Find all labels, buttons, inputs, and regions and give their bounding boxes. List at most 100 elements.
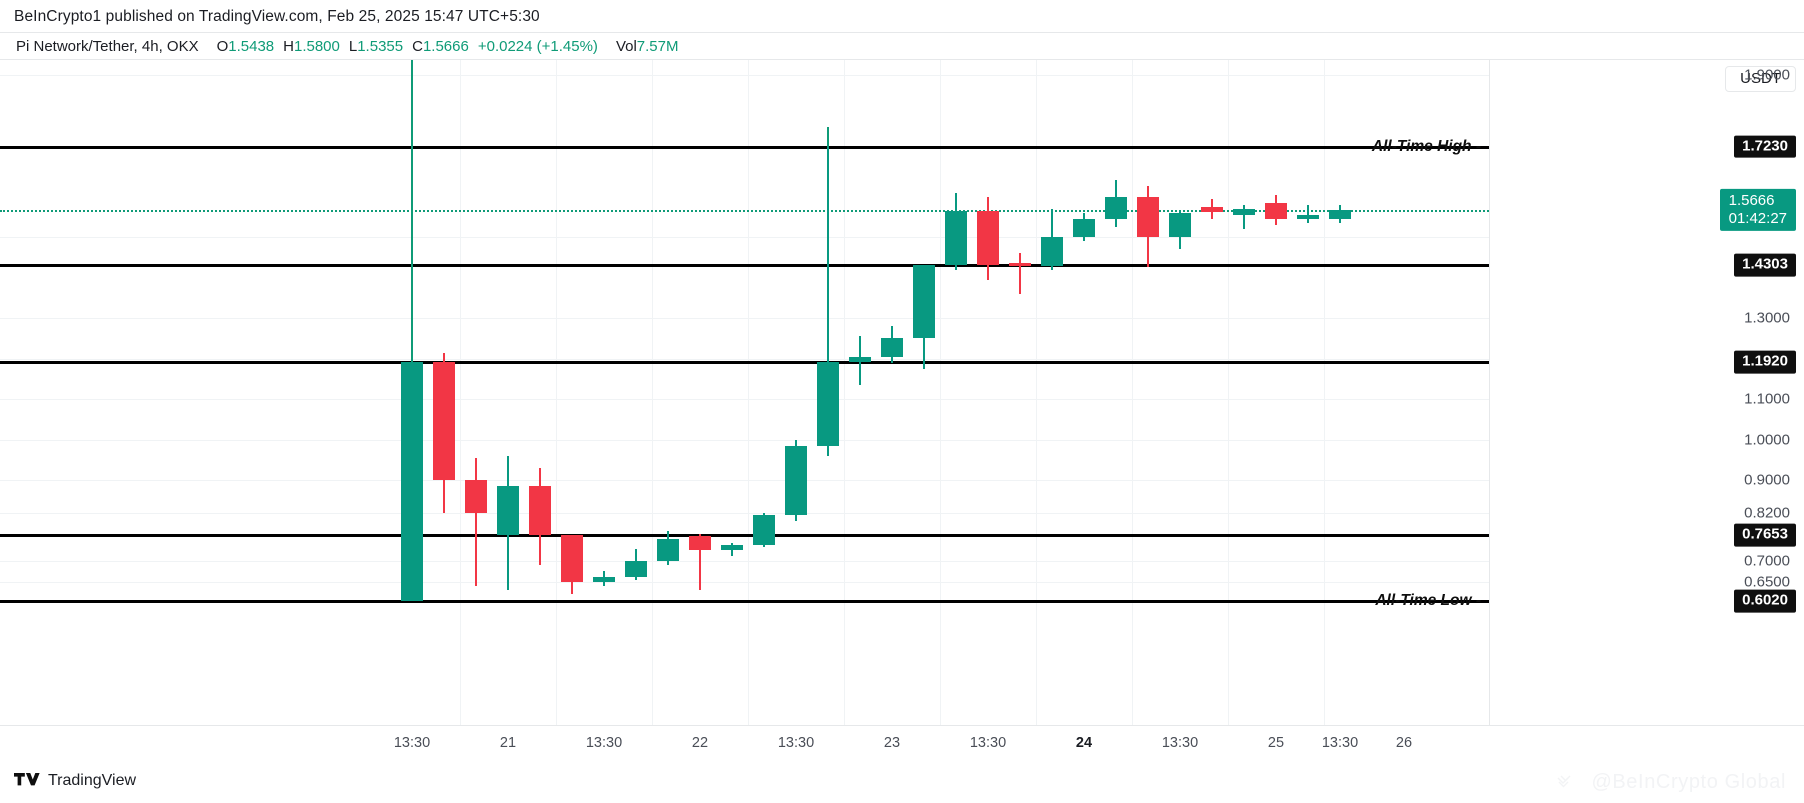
candlestick[interactable] [1105, 180, 1127, 227]
candlestick[interactable] [977, 196, 999, 280]
legend-close-key: C [412, 38, 423, 55]
candlestick[interactable] [433, 352, 455, 513]
time-tick-label: 13:30 [585, 735, 623, 751]
candle-body [1329, 210, 1351, 220]
candlestick[interactable] [849, 336, 871, 385]
time-tick-label: 25 [1267, 735, 1285, 751]
legend-volume-value: 7.57M [636, 38, 679, 55]
price-level-line[interactable] [0, 145, 1489, 149]
candlestick[interactable] [1329, 204, 1351, 223]
candlestick[interactable] [401, 361, 423, 601]
candlestick[interactable] [529, 468, 551, 566]
price-axis[interactable]: USDT 1.9000 1.3000 1.1000 1.0000 0.9000 0.820… [1489, 60, 1804, 725]
legend-change: +0.0224 (+1.45%) [477, 38, 598, 55]
current-price-badge[interactable]: 1.5666 01:42:27 [1719, 188, 1796, 232]
price-level-line[interactable] [0, 264, 1489, 268]
candle-wick [1019, 253, 1021, 294]
candlestick[interactable] [1041, 208, 1063, 270]
candlestick[interactable] [945, 192, 967, 270]
price-tick-label: 1.1000 [1744, 390, 1790, 408]
time-tick-label: 13:30 [777, 735, 815, 751]
time-tick-label: 13:30 [969, 735, 1007, 751]
time-tick-label: 22 [691, 735, 709, 751]
candlestick[interactable] [785, 439, 807, 521]
tradingview-brand[interactable]: TradingView [14, 772, 136, 790]
grid-line-horizontal [0, 512, 1489, 514]
price-level-badge[interactable]: 1.1920 [1734, 350, 1796, 374]
candlestick[interactable] [561, 534, 583, 594]
candle-body [497, 486, 519, 535]
candle-body [465, 480, 487, 513]
legend-open-key: O [216, 38, 229, 55]
candle-body [1009, 263, 1031, 267]
price-tick-label: 0.8200 [1744, 504, 1790, 522]
legend-symbol[interactable]: Pi Network/Tether, 4h, OKX [16, 38, 199, 55]
candlestick[interactable] [881, 326, 903, 363]
candlestick[interactable] [1137, 186, 1159, 268]
grid-line-horizontal [0, 318, 1489, 320]
bar-countdown: 01:42:27 [1728, 209, 1787, 227]
grid-line-vertical [844, 60, 845, 725]
candle-wick [475, 457, 477, 586]
candle-body [1169, 212, 1191, 238]
candle-body [1201, 206, 1223, 212]
candle-high-marker [411, 60, 413, 362]
candlestick[interactable] [1297, 204, 1319, 223]
candle-wick [699, 533, 701, 591]
price-tick-label: 0.9000 [1744, 471, 1790, 489]
price-tick-label: 1.9000 [1744, 66, 1790, 84]
candlestick[interactable] [913, 265, 935, 369]
chart-plot-area[interactable]: All-Time High - All-Time Low - [0, 60, 1489, 725]
legend-low-key: L [348, 38, 358, 55]
grid-line-horizontal [0, 358, 1489, 360]
price-level-line[interactable] [0, 600, 1489, 603]
price-level-badge[interactable]: 1.7230 [1734, 135, 1796, 159]
grid-line-horizontal [0, 75, 1489, 76]
beincrypto-logo-icon [1557, 775, 1571, 787]
price-tick-label: 1.3000 [1744, 309, 1790, 327]
time-tick-label: 13:30 [1321, 735, 1359, 751]
candlestick[interactable] [1073, 212, 1095, 242]
candlestick[interactable] [1009, 253, 1031, 294]
legend-open-value: 1.5438 [228, 38, 275, 55]
time-tick-label: 21 [499, 735, 517, 751]
candlestick[interactable] [1233, 204, 1255, 229]
candlestick[interactable] [657, 530, 679, 566]
price-level-badge[interactable]: 1.4303 [1734, 253, 1796, 277]
price-tick-label: 0.6500 [1744, 573, 1790, 591]
candle-body [945, 210, 967, 266]
legend-volume-key: Vol [615, 38, 637, 55]
publisher-line: BeInCrypto1 published on TradingView.com… [14, 8, 540, 25]
current-price-value: 1.5666 [1728, 191, 1775, 209]
candle-body [913, 265, 935, 339]
chart-legend-bar: Pi Network/Tether, 4h, OKX O1.5438 H1.5800… [0, 32, 1804, 60]
candlestick[interactable] [1265, 194, 1287, 225]
currency-badge[interactable]: USDT [1725, 66, 1796, 92]
candle-body [1041, 237, 1063, 267]
grid-line-horizontal [0, 399, 1489, 401]
candlestick[interactable] [1201, 198, 1223, 219]
candlestick[interactable] [817, 146, 839, 456]
candlestick[interactable] [593, 571, 615, 587]
candlestick[interactable] [721, 543, 743, 557]
price-level-line[interactable] [0, 360, 1489, 364]
time-axis[interactable]: 13:30 21 13:30 22 13:30 23 13:30 24 13:30 25 13:30… [0, 725, 1804, 763]
tradingview-brand-label: TradingView [48, 772, 137, 789]
candlestick[interactable] [465, 457, 487, 586]
price-level-line[interactable] [0, 533, 1489, 537]
candlestick[interactable] [625, 549, 647, 580]
time-tick-label: 13:30 [1161, 735, 1199, 751]
candlestick[interactable] [753, 512, 775, 548]
price-level-badge[interactable]: 0.6020 [1734, 589, 1796, 613]
candle-body [1265, 202, 1287, 219]
candle-body [689, 536, 711, 550]
price-level-badge[interactable]: 0.7653 [1734, 523, 1796, 547]
candlestick[interactable] [689, 533, 711, 591]
chart-legend[interactable]: Pi Network/Tether, 4h, OKX O1.5438 H1.5800… [16, 38, 679, 55]
candlestick[interactable] [497, 455, 519, 590]
candle-wick [1307, 204, 1309, 223]
grid-line-horizontal [0, 439, 1489, 441]
time-tick-label: 13:30 [393, 735, 431, 751]
candle-body [1297, 214, 1319, 219]
candlestick[interactable] [1169, 210, 1191, 250]
